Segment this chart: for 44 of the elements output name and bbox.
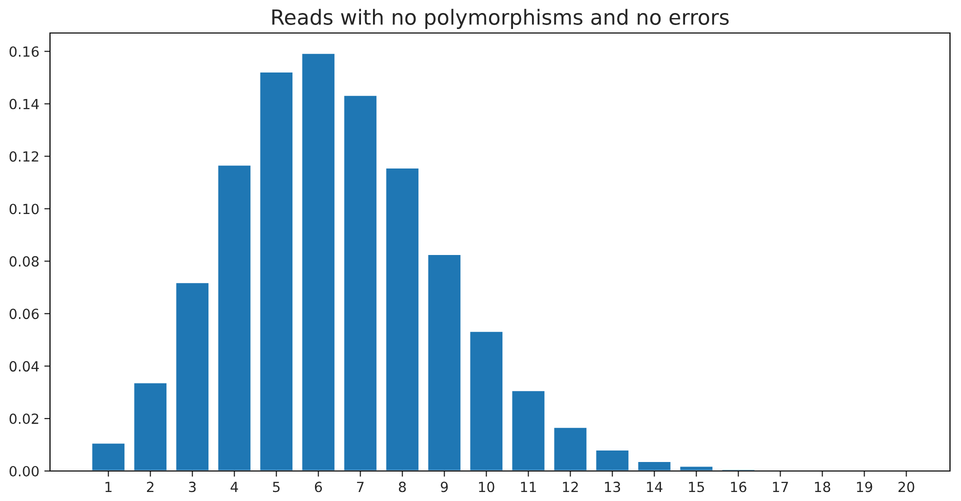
bar: [300, 52, 336, 471]
y-tick-label: 0.12: [10, 151, 38, 162]
x-tick-label: 10: [479, 482, 494, 492]
bar: [132, 382, 168, 471]
y-tick-label: 0.04: [10, 361, 39, 372]
bar: [594, 449, 630, 471]
x-tick-label: 6: [314, 482, 322, 492]
x-tick-label: 11: [521, 482, 536, 492]
x-tick-label: 15: [689, 482, 704, 492]
bar: [90, 442, 126, 471]
bar: [468, 330, 504, 471]
y-tick-label: 0.02: [10, 414, 38, 424]
x-tick-label: 19: [857, 482, 872, 492]
y-tick-label: 0.08: [10, 256, 39, 267]
bar: [510, 390, 546, 471]
x-tick-label: 20: [898, 482, 914, 492]
x-tick-label: 1: [105, 482, 112, 492]
x-tick-label: 17: [773, 482, 788, 492]
bar: [174, 282, 210, 471]
y-tick-label: 0.00: [10, 466, 39, 476]
x-tick-label: 3: [189, 482, 196, 492]
y-tick-label: 0.06: [10, 308, 39, 320]
x-tick-label: 8: [398, 482, 406, 492]
x-tick-label: 5: [273, 482, 280, 492]
x-tick-label: 13: [605, 482, 620, 492]
bar: [426, 254, 462, 471]
bar: [216, 164, 252, 471]
bar: [552, 426, 588, 471]
x-tick-label: 9: [440, 482, 448, 492]
y-tick-label: 0.14: [10, 98, 39, 110]
bar: [384, 167, 420, 471]
x-tick-label: 16: [731, 482, 746, 492]
y-tick-label: 0.10: [10, 204, 39, 214]
x-tick-label: 7: [357, 482, 364, 492]
x-tick-label: 12: [563, 482, 578, 492]
x-tick-label: 4: [230, 482, 238, 492]
x-tick-label: 14: [647, 482, 662, 492]
bar: [636, 460, 672, 471]
x-tick-label: 2: [146, 482, 154, 492]
bar: [342, 94, 378, 471]
x-tick-label: 18: [815, 482, 830, 492]
y-tick-label: 0.16: [10, 46, 39, 57]
bar: [258, 71, 294, 471]
chart-title: Reads with no polymorphisms and no errors: [272, 8, 729, 29]
